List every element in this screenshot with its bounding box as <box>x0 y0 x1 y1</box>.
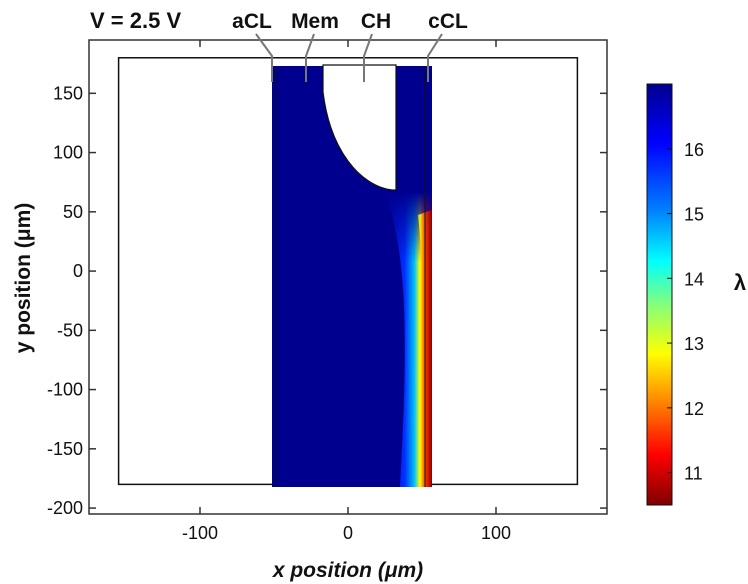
colorbar <box>646 83 673 506</box>
colorbar-label: λ <box>734 270 746 295</box>
colorbar-tick-label: 14 <box>684 269 704 289</box>
leader-line-ch <box>363 33 373 82</box>
x-axis-label: x position (μm) <box>272 559 423 582</box>
voltage-label: V = 2.5 V <box>90 8 181 33</box>
region-label-ccl: cCL <box>428 10 468 33</box>
colorbar-ticks: 16 15 14 13 12 11 <box>667 140 704 484</box>
region-label-mem: Mem <box>291 10 339 33</box>
x-axis-ticks: -100 0 100 <box>182 40 511 543</box>
channel-cutout <box>322 64 397 191</box>
colorbar-tick-label: 11 <box>684 464 703 484</box>
leader-line-mem <box>305 33 315 82</box>
colorbar-tick-label: 16 <box>684 140 704 160</box>
y-tick-label: -200 <box>47 498 83 518</box>
y-tick-label: 50 <box>63 202 83 222</box>
y-tick-label: -150 <box>47 439 83 459</box>
colorbar-tick-label: 15 <box>684 205 704 225</box>
colorbar-tick-label: 12 <box>684 399 704 419</box>
y-tick-label: 150 <box>53 83 83 103</box>
colorbar-tick-label: 13 <box>684 334 704 354</box>
x-tick-label: 100 <box>481 523 511 543</box>
y-tick-label: -100 <box>47 380 83 400</box>
region-label-acl: aCL <box>232 10 272 33</box>
y-tick-label: 0 <box>73 261 83 281</box>
region-annotations: aCL Mem CH cCL <box>232 10 468 82</box>
y-tick-label: -50 <box>57 320 83 340</box>
y-axis-ticks: 150 100 50 0 -50 -100 -150 -200 <box>47 83 607 518</box>
y-tick-label: 100 <box>53 143 83 163</box>
x-tick-label: 0 <box>343 523 353 543</box>
leader-line-ccl <box>427 33 443 82</box>
x-tick-label: -100 <box>182 523 218 543</box>
leader-line-acl <box>255 33 273 82</box>
region-label-ch: CH <box>361 10 391 33</box>
y-axis-label: y position (μm) <box>12 203 35 354</box>
